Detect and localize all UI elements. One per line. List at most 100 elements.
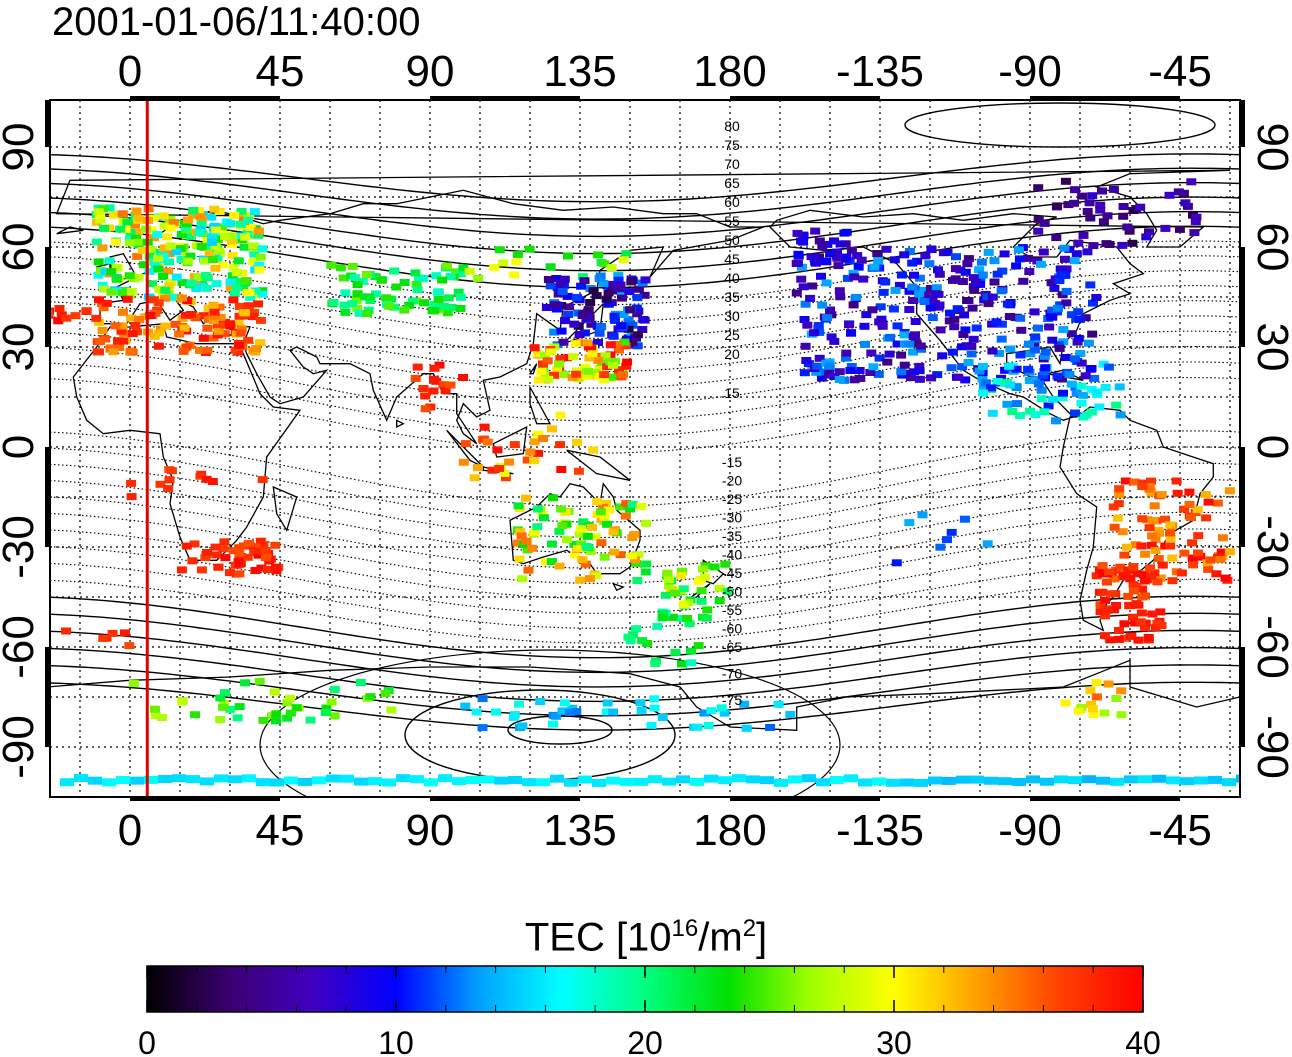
tec-data-point [1127, 239, 1138, 247]
tec-data-point [606, 776, 620, 785]
tec-data-point [599, 553, 610, 561]
tec-data-point [572, 545, 583, 553]
tec-data-point [175, 219, 186, 227]
tec-data-point [603, 300, 614, 308]
tec-data-point [523, 566, 534, 574]
tec-data-point [992, 378, 1003, 385]
tec-data-point [529, 344, 540, 352]
tec-data-point [1002, 300, 1013, 308]
tec-data-point [605, 341, 616, 349]
tec-data-point [227, 252, 238, 259]
tec-data-point [371, 290, 381, 298]
tec-data-point [580, 560, 591, 568]
tec-data-point [349, 274, 360, 282]
tec-data-point [1098, 360, 1109, 368]
tec-data-point [1088, 299, 1098, 307]
tec-data-point [195, 346, 205, 354]
tec-data-point [257, 476, 268, 484]
tec-data-point [1105, 636, 1116, 644]
lat-tick-label-right: 30 [1248, 323, 1292, 372]
tec-data-point [561, 354, 572, 362]
tec-data-point [250, 543, 261, 551]
tec-data-point [816, 374, 827, 382]
tec-data-point [339, 301, 350, 309]
tec-data-point [968, 335, 979, 343]
tec-data-point [524, 245, 535, 253]
tec-data-point [1216, 548, 1227, 556]
tec-data-point [1057, 394, 1068, 402]
lon-tick-label-bottom: -45 [1148, 806, 1212, 855]
tec-data-point [91, 314, 102, 322]
tec-data-point [177, 294, 187, 302]
tec-data-point [760, 776, 774, 785]
tec-data-point [1029, 346, 1040, 354]
tec-data-point [134, 315, 145, 323]
tec-data-point [598, 504, 609, 511]
tec-data-point [365, 693, 376, 701]
tec-data-point [1060, 699, 1071, 707]
tec-data-point [1015, 351, 1026, 359]
tec-data-point [723, 587, 734, 595]
tec-data-point [969, 286, 980, 294]
tec-data-point [1080, 372, 1091, 380]
contour-line [50, 629, 1240, 688]
tec-data-point [1100, 596, 1111, 604]
tec-data-point [812, 362, 823, 370]
tec-data-point [1069, 199, 1079, 207]
tec-data-point [1040, 777, 1054, 786]
tec-data-point [960, 376, 971, 384]
tec-data-point [560, 317, 570, 325]
tec-data-point [1085, 687, 1096, 695]
tec-data-point [833, 262, 844, 270]
tec-data-point [102, 778, 116, 787]
tec-data-point [282, 714, 293, 722]
tec-data-point [834, 376, 845, 383]
tec-data-point [149, 705, 160, 713]
tec-data-point [228, 263, 239, 271]
tec-data-point [482, 438, 493, 446]
tec-data-point [690, 777, 704, 786]
tec-data-point [479, 423, 490, 431]
tec-data-point [408, 297, 418, 305]
tec-data-point [208, 301, 219, 309]
tec-data-point [147, 246, 158, 254]
tec-data-point [244, 289, 255, 296]
lat-tick-label-right: -30 [1248, 515, 1292, 579]
tec-data-point [1141, 233, 1152, 241]
tec-map: 80 75 70 65 60 55 50 45 40 35 30 25 20 15 -15 -20 -25 -30… [0, 47, 1292, 855]
lat-tick-label-right: 90 [1248, 123, 1292, 172]
tec-data-point [590, 368, 601, 376]
tec-data-point [1191, 213, 1202, 221]
tec-data-point [872, 777, 886, 786]
tec-data-point [909, 271, 919, 279]
tec-data-point [1224, 548, 1235, 556]
tec-data-point [591, 292, 602, 300]
tec-data-point [1184, 488, 1195, 496]
tec-data-point [552, 284, 563, 291]
tec-data-point [229, 212, 240, 219]
tec-data-point [235, 220, 246, 228]
tec-data-point [207, 478, 218, 485]
contour-label: -75 [722, 692, 742, 708]
tec-data-point [235, 277, 246, 285]
tec-data-point [578, 518, 589, 526]
tec-data-point [234, 302, 245, 310]
tec-data-point [1156, 622, 1167, 629]
tec-data-point [914, 290, 925, 298]
tec-data-point [664, 576, 675, 584]
tec-data-point [951, 253, 961, 261]
tec-data-point [1118, 212, 1129, 220]
tec-data-point [1030, 333, 1041, 341]
tec-data-point [551, 305, 562, 313]
tec-data-point [1114, 627, 1124, 634]
tec-data-point [551, 712, 562, 720]
tec-data-point [865, 369, 876, 376]
tec-data-point [1164, 191, 1175, 199]
tec-data-point [231, 284, 242, 291]
tec-data-point [623, 325, 634, 333]
tec-data-point [214, 774, 228, 783]
tec-data-point [844, 321, 854, 329]
tec-data-point [720, 560, 731, 568]
timestamp-title: 2001-01-06/11:40:00 [52, 0, 421, 44]
tec-data-point [164, 258, 174, 266]
